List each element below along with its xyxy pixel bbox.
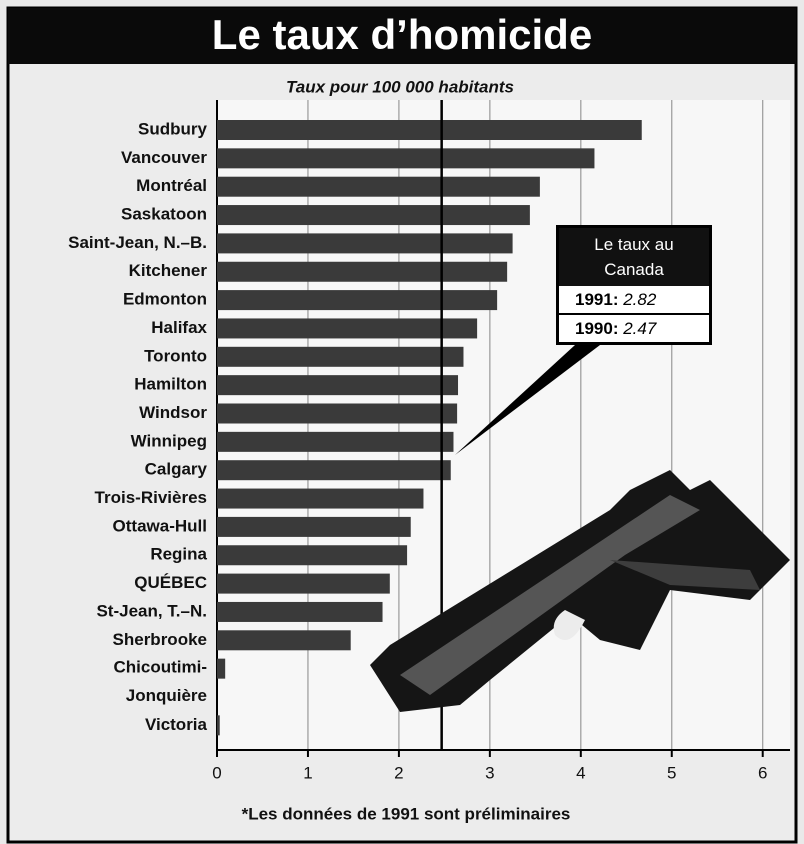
callout-title: Le taux au Canada: [559, 228, 709, 286]
x-tick-label: 5: [667, 763, 676, 782]
bar: [217, 574, 390, 594]
y-tick-label: Halifax: [151, 318, 207, 337]
y-tick-label: Regina: [150, 545, 207, 564]
bar: [217, 404, 457, 424]
x-tick-label: 4: [576, 763, 585, 782]
bar: [217, 432, 453, 452]
y-tick-label: Trois-Rivières: [95, 488, 207, 507]
y-tick-label: Ottawa-Hull: [113, 516, 207, 535]
bar: [217, 545, 407, 565]
x-tick-label: 1: [303, 763, 312, 782]
footnote: *Les données de 1991 sont préliminaires: [242, 804, 571, 823]
y-tick-label: QUÉBEC: [134, 573, 207, 592]
chart-title: Le taux d’homicide: [212, 11, 592, 58]
bar: [217, 290, 497, 310]
bar: [217, 318, 477, 338]
x-tick-label: 6: [758, 763, 767, 782]
bar: [217, 120, 642, 140]
y-tick-label: Toronto: [144, 346, 207, 365]
rate-label: 1991:: [575, 290, 618, 309]
bar: [217, 460, 451, 480]
rate-value: 2.47: [623, 319, 656, 338]
y-tick-label: Victoria: [145, 715, 208, 734]
bar: [217, 489, 423, 509]
callout-row: 1990: 2.47: [559, 313, 709, 342]
bar: [217, 630, 351, 650]
bar: [217, 177, 540, 197]
chart: Le taux d’homicide Taux pour 100 000 hab…: [0, 0, 804, 844]
y-tick-label: Calgary: [145, 460, 208, 479]
x-tick-label: 2: [394, 763, 403, 782]
bar: [217, 347, 463, 367]
y-tick-label: Saskatoon: [121, 205, 207, 224]
bar: [217, 517, 411, 537]
y-tick-label: Sherbrooke: [113, 630, 207, 649]
y-tick-label: Kitchener: [129, 261, 208, 280]
bar: [217, 659, 225, 679]
y-tick-label: Sudbury: [138, 119, 207, 138]
bar: [217, 262, 507, 282]
y-tick-label: Hamilton: [134, 375, 207, 394]
bar: [217, 205, 530, 225]
bar: [217, 148, 594, 168]
y-tick-label: Edmonton: [123, 290, 207, 309]
rate-value: 2.82: [623, 290, 656, 309]
bar: [217, 715, 220, 735]
x-tick-label: 0: [212, 763, 221, 782]
y-tick-label: Windsor: [139, 403, 207, 422]
y-tick-label: Vancouver: [121, 148, 207, 167]
callout-row: 1991: 2.82: [559, 286, 709, 313]
y-tick-label: Winnipeg: [131, 431, 207, 450]
callout: Le taux au Canada 1991: 2.82 1990: 2.47: [556, 225, 712, 345]
bar: [217, 375, 458, 395]
bar: [217, 233, 513, 253]
y-tick-label: St-Jean, T.–N.: [96, 601, 207, 620]
subtitle: Taux pour 100 000 habitants: [286, 77, 514, 96]
rate-label: 1990:: [575, 319, 618, 338]
y-tick-label: Montréal: [136, 176, 207, 195]
page: {"chart_data": { "type": "hbar", "title"…: [0, 0, 804, 844]
bar: [217, 602, 383, 622]
x-tick-label: 3: [485, 763, 494, 782]
y-tick-label: Saint-Jean, N.–B.: [68, 233, 207, 252]
